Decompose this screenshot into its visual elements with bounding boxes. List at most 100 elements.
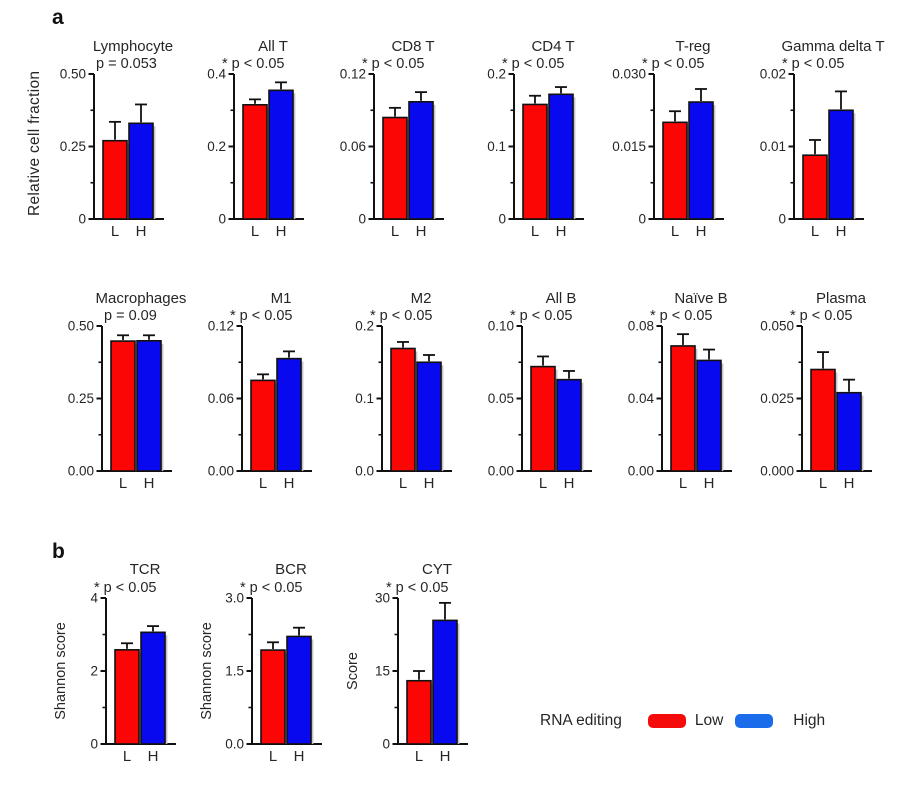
bar-shadow (573, 97, 576, 219)
x-tick-label-h: H (696, 223, 707, 240)
chart-bcr: BCR * p < 0.05 Shannon score 0.0 1.5 3.0 L H (199, 561, 322, 765)
y-tick-label: 3.0 (225, 591, 244, 606)
x-tick-label-l: L (399, 475, 407, 492)
x-tick-label-l: L (415, 748, 423, 765)
y-tick-label: 0 (90, 737, 98, 752)
y-tick-label: 0.0 (355, 464, 374, 479)
chart-title: CYT (422, 561, 452, 578)
bar-low (530, 365, 556, 472)
y-tick-label: 2 (90, 664, 98, 679)
x-tick-label-h: H (704, 475, 715, 492)
y-tick-label: 0.06 (340, 139, 366, 154)
chart-title: M1 (271, 290, 292, 307)
y-tick-label: 0.0 (225, 737, 244, 752)
y-tick-label: 0.050 (760, 319, 794, 334)
chart-title: M2 (411, 290, 432, 307)
y-tick-label: 0.2 (355, 319, 374, 334)
bar-high (836, 391, 862, 472)
bar-high (128, 122, 154, 220)
panel-b-row: TCR * p < 0.05 Shannon score 0 2 4 L H BCR * p < … (46, 556, 484, 778)
p-value-label: * p < 0.05 (386, 580, 448, 596)
p-value-label: p = 0.09 (104, 308, 157, 324)
y-tick-label: 0 (498, 212, 506, 227)
y-tick-label: 0 (358, 212, 366, 227)
p-value-label: * p < 0.05 (650, 308, 712, 324)
y-tick-label: 0 (638, 212, 646, 227)
bar-high (136, 339, 162, 472)
y-tick-label: 0.08 (628, 319, 654, 334)
y-tick-label: 0.4 (207, 67, 226, 82)
y-tick-label: 0.50 (60, 67, 86, 82)
y-tick-label: 0.00 (628, 464, 654, 479)
y-tick-label: 0.02 (760, 67, 786, 82)
x-tick-label-h: H (416, 223, 427, 240)
p-value-label: * p < 0.05 (502, 56, 564, 72)
legend-swatch-low-icon (647, 714, 686, 728)
chart-title: T-reg (675, 38, 710, 55)
bar-shadow (153, 126, 156, 219)
panel-a-row-1-charts: Lymphocyte p = 0.053 0 0.25 0.50 L H All T * p <… (48, 36, 888, 250)
chart-title: All T (258, 38, 288, 55)
bar-low (260, 649, 286, 745)
y-tick-label: 0.2 (207, 139, 226, 154)
y-tick-label: 0.00 (68, 464, 94, 479)
panel-a-row-2: Macrophages p = 0.09 0.00 0.25 0.50 L H M1 * p <… (56, 288, 896, 502)
bar-shadow (127, 143, 130, 219)
chart-cd4-t: CD4 T* p < 0.05 0 0.1 0.2 L H (487, 38, 584, 240)
legend-label-low: Low (694, 712, 724, 729)
bar-shadow (581, 382, 584, 471)
bar-high (286, 635, 312, 745)
chart-m2: M2* p < 0.05 0.0 0.1 0.2 L H (355, 290, 452, 492)
x-tick-label-h: H (844, 475, 855, 492)
y-tick-label: 0 (778, 212, 786, 227)
bar-shadow (853, 113, 856, 219)
y-tick-label: 4 (90, 591, 98, 606)
p-value-label: * p < 0.05 (240, 580, 302, 596)
p-value-label: * p < 0.05 (790, 308, 852, 324)
y-axis-title: Shannon score (199, 622, 215, 720)
rna-editing-legend: RNA editing Low High (540, 712, 825, 730)
panel-a-row-1: Relative cell fraction Lymphocyte p = 0.0… (22, 36, 888, 250)
bar-low (110, 340, 136, 472)
bar-low (522, 103, 548, 220)
y-tick-label: 0.05 (488, 391, 514, 406)
bar-high (140, 631, 166, 745)
y-tick-label: 0.00 (208, 464, 234, 479)
p-value-label: * p < 0.05 (782, 56, 844, 72)
bar-shadow (713, 105, 716, 219)
y-tick-label: 0.10 (488, 319, 514, 334)
bar-low (810, 368, 836, 472)
x-tick-label-h: H (294, 748, 305, 765)
y-tick-label: 0.000 (760, 464, 794, 479)
chart-cyt: CYT * p < 0.05 Score 0 15 30 L H (345, 561, 468, 765)
bar-shadow (161, 343, 164, 471)
x-tick-label-l: L (819, 475, 827, 492)
bar-low (662, 121, 688, 220)
bar-high (268, 89, 294, 220)
x-tick-label-l: L (811, 223, 819, 240)
x-tick-label-h: H (440, 748, 451, 765)
bar-low (390, 347, 416, 472)
bar-low (102, 139, 128, 220)
bar-shadow (721, 363, 724, 471)
y-tick-label: 0.025 (760, 391, 794, 406)
y-tick-label: 0.030 (612, 67, 646, 82)
x-tick-label-l: L (391, 223, 399, 240)
bar-shadow (433, 104, 436, 219)
p-value-label: p = 0.053 (96, 56, 157, 72)
panel-b-label: b (52, 540, 65, 563)
y-tick-label: 0.01 (760, 139, 786, 154)
y-tick-label: 0.12 (340, 67, 366, 82)
y-axis-title: Shannon score (53, 622, 69, 720)
bar-low (242, 104, 268, 220)
panel-b-charts: TCR * p < 0.05 Shannon score 0 2 4 L H BCR * p < … (46, 556, 484, 778)
p-value-label: * p < 0.05 (642, 56, 704, 72)
x-tick-label-h: H (556, 223, 567, 240)
bar-low (114, 649, 140, 745)
panel-a-row-2-charts: Macrophages p = 0.09 0.00 0.25 0.50 L H M1 * p <… (56, 288, 896, 502)
x-tick-label-h: H (136, 223, 147, 240)
chart-cd8-t: CD8 T* p < 0.05 0 0.06 0.12 L H (340, 38, 444, 240)
chart-tcr: TCR * p < 0.05 Shannon score 0 2 4 L H (53, 561, 176, 765)
